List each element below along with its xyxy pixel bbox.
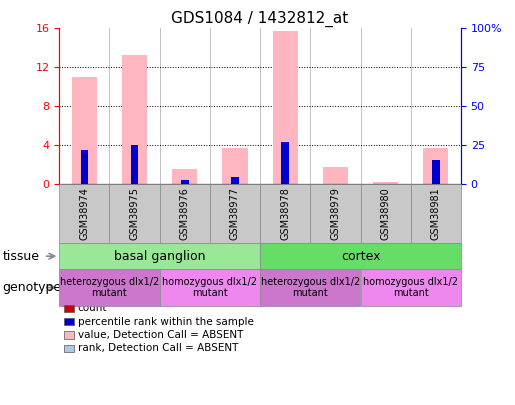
Bar [181,180,188,184]
Title: GDS1084 / 1432812_at: GDS1084 / 1432812_at [171,11,349,27]
Text: count: count [78,303,107,313]
Text: GSM38978: GSM38978 [280,187,290,240]
Bar [122,55,147,184]
Bar [323,167,348,184]
Bar [72,77,97,184]
Text: GSM38977: GSM38977 [230,187,240,240]
Text: homozygous dlx1/2
mutant: homozygous dlx1/2 mutant [162,277,258,298]
Bar [181,179,188,184]
Bar [131,145,139,184]
Text: rank, Detection Call = ABSENT: rank, Detection Call = ABSENT [78,343,238,353]
Text: homozygous dlx1/2
mutant: homozygous dlx1/2 mutant [363,277,458,298]
Text: GSM38975: GSM38975 [130,187,140,240]
Text: GSM38976: GSM38976 [180,187,190,240]
Text: value, Detection Call = ABSENT: value, Detection Call = ABSENT [78,330,243,340]
Text: GSM38980: GSM38980 [381,187,390,240]
Bar [382,183,389,184]
Text: cortex: cortex [341,249,380,263]
Bar [231,177,239,184]
Text: tissue: tissue [3,249,40,263]
Text: percentile rank within the sample: percentile rank within the sample [78,317,254,326]
Text: heterozygous dlx1/2
mutant: heterozygous dlx1/2 mutant [261,277,360,298]
Text: genotype/variation: genotype/variation [3,281,122,294]
Bar [80,150,88,184]
Bar [432,160,440,184]
Bar [423,148,449,184]
Bar [281,143,289,184]
Bar [272,31,298,184]
Text: GSM38979: GSM38979 [331,187,340,240]
Bar [222,148,248,184]
Bar [373,182,398,184]
Bar [231,177,239,184]
Text: GSM38974: GSM38974 [79,187,89,240]
Text: GSM38981: GSM38981 [431,187,441,240]
Text: heterozygous dlx1/2
mutant: heterozygous dlx1/2 mutant [60,277,159,298]
Text: basal ganglion: basal ganglion [114,249,205,263]
Bar [172,168,197,184]
